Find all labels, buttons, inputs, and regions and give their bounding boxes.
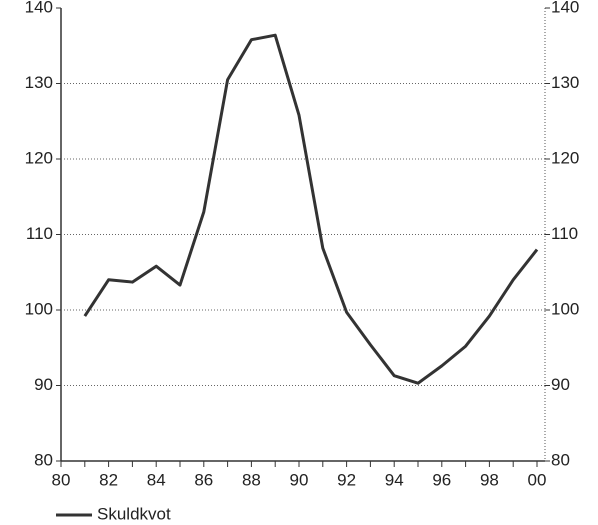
x-tick-label: 82 bbox=[99, 470, 118, 489]
legend-label: Skuldkvot bbox=[97, 504, 171, 523]
y2-tick-label: 90 bbox=[551, 375, 570, 394]
line bbox=[83, 33, 539, 385]
x-tick-label: 90 bbox=[290, 470, 309, 489]
y-tick-label: 90 bbox=[34, 375, 53, 394]
x-tick-label: 80 bbox=[52, 470, 71, 489]
y2-tick-label: 80 bbox=[551, 450, 570, 469]
y-tick-label: 80 bbox=[34, 450, 53, 469]
x-tick-label: 94 bbox=[385, 470, 404, 489]
x-tick-label: 92 bbox=[337, 470, 356, 489]
y2-tick-label: 100 bbox=[551, 299, 579, 318]
y2-tick-label: 140 bbox=[551, 0, 579, 16]
y-tick-label: 130 bbox=[25, 73, 53, 92]
x-tick-label: 00 bbox=[528, 470, 547, 489]
y-tick-label: 120 bbox=[25, 148, 53, 167]
y-tick-label: 100 bbox=[25, 299, 53, 318]
x-tick-label: 96 bbox=[432, 470, 451, 489]
y-tick-label: 140 bbox=[25, 0, 53, 16]
x-tick-label: 98 bbox=[480, 470, 499, 489]
y2-tick-label: 130 bbox=[551, 73, 579, 92]
y2-tick-label: 120 bbox=[551, 148, 579, 167]
y2-tick-label: 110 bbox=[551, 224, 578, 243]
x-tick-label: 88 bbox=[242, 470, 261, 489]
x-tick-label: 86 bbox=[194, 470, 213, 489]
y-tick-label: 110 bbox=[26, 224, 53, 243]
x-tick-label: 84 bbox=[147, 470, 166, 489]
